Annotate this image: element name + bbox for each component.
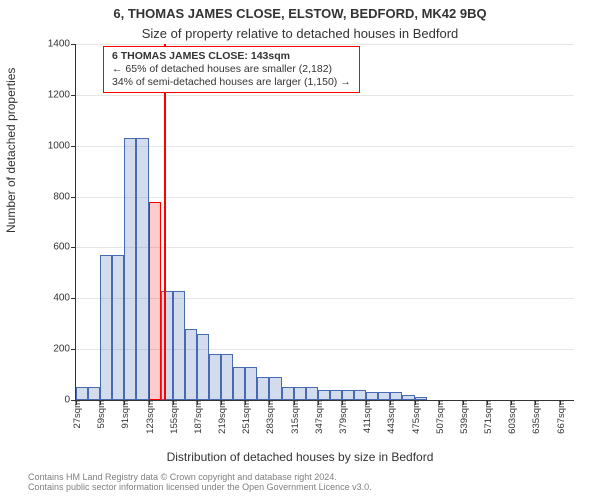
- ytick-label: 800: [30, 191, 76, 202]
- xtick-label: 667sqm: [556, 400, 567, 434]
- histogram-bar: [100, 255, 112, 400]
- annotation-box: 6 THOMAS JAMES CLOSE: 143sqm ← 65% of de…: [103, 46, 360, 93]
- annotation-line: 34% of semi-detached houses are larger (…: [112, 76, 351, 89]
- histogram-bar: [415, 397, 427, 400]
- histogram-bar: [76, 387, 88, 400]
- xtick-label: 283sqm: [265, 400, 276, 434]
- gridline: [76, 95, 574, 96]
- histogram-bar: [282, 387, 294, 400]
- xtick-label: 155sqm: [169, 400, 180, 434]
- histogram-bar: [390, 392, 402, 400]
- ytick-label: 0: [30, 395, 76, 406]
- footer-line: Contains HM Land Registry data © Crown c…: [28, 472, 372, 482]
- histogram-bar: [402, 395, 414, 400]
- histogram-bar: [378, 392, 390, 400]
- histogram-bar: [124, 138, 136, 400]
- histogram-bar: [209, 354, 221, 400]
- annotation-line: ← 65% of detached houses are smaller (2,…: [112, 63, 351, 76]
- xtick-label: 507sqm: [435, 400, 446, 434]
- histogram-bar: [318, 390, 330, 400]
- histogram-bar: [366, 392, 378, 400]
- histogram-bar: [233, 367, 245, 400]
- histogram-bar: [354, 390, 366, 400]
- page-title-address: 6, THOMAS JAMES CLOSE, ELSTOW, BEDFORD, …: [0, 6, 600, 21]
- ytick-label: 200: [30, 344, 76, 355]
- xtick-label: 475sqm: [411, 400, 422, 434]
- histogram-bar: [257, 377, 269, 400]
- histogram-bar: [173, 291, 185, 400]
- histogram-bar: [294, 387, 306, 400]
- histogram-bar: [221, 354, 233, 400]
- xtick-label: 635sqm: [531, 400, 542, 434]
- xtick-label: 91sqm: [120, 400, 131, 429]
- annotation-line: 6 THOMAS JAMES CLOSE: 143sqm: [112, 50, 351, 63]
- y-axis-label: Number of detached properties: [4, 68, 18, 233]
- histogram-bar: [342, 390, 354, 400]
- xtick-label: 603sqm: [507, 400, 518, 434]
- xtick-label: 59sqm: [96, 400, 107, 429]
- xtick-label: 251sqm: [241, 400, 252, 434]
- histogram-bar: [185, 329, 197, 400]
- histogram-bar-highlight: [149, 202, 161, 400]
- ytick-label: 400: [30, 293, 76, 304]
- histogram-bar: [306, 387, 318, 400]
- gridline: [76, 44, 574, 45]
- gridline: [76, 197, 574, 198]
- histogram-bar: [269, 377, 281, 400]
- footer-attribution: Contains HM Land Registry data © Crown c…: [28, 472, 372, 493]
- histogram-bar: [245, 367, 257, 400]
- footer-line: Contains public sector information licen…: [28, 482, 372, 492]
- histogram-bar: [197, 334, 209, 400]
- xtick-label: 571sqm: [483, 400, 494, 434]
- xtick-label: 539sqm: [459, 400, 470, 434]
- xtick-label: 315sqm: [290, 400, 301, 434]
- xtick-label: 187sqm: [193, 400, 204, 434]
- xtick-label: 27sqm: [72, 400, 83, 429]
- histogram-plot: 020040060080010001200140027sqm59sqm91sqm…: [75, 44, 574, 401]
- ytick-label: 1000: [30, 140, 76, 151]
- xtick-label: 443sqm: [386, 400, 397, 434]
- histogram-bar: [330, 390, 342, 400]
- ytick-label: 600: [30, 242, 76, 253]
- page-subtitle: Size of property relative to detached ho…: [0, 26, 600, 41]
- property-size-marker: [164, 44, 166, 400]
- ytick-label: 1200: [30, 89, 76, 100]
- histogram-bar: [112, 255, 124, 400]
- histogram-bar: [88, 387, 100, 400]
- xtick-label: 123sqm: [145, 400, 156, 434]
- xtick-label: 219sqm: [217, 400, 228, 434]
- xtick-label: 379sqm: [338, 400, 349, 434]
- histogram-bar: [161, 291, 173, 400]
- gridline: [76, 146, 574, 147]
- xtick-label: 347sqm: [314, 400, 325, 434]
- x-axis-label: Distribution of detached houses by size …: [0, 450, 600, 464]
- xtick-label: 411sqm: [362, 400, 373, 433]
- ytick-label: 1400: [30, 39, 76, 50]
- histogram-bar: [136, 138, 148, 400]
